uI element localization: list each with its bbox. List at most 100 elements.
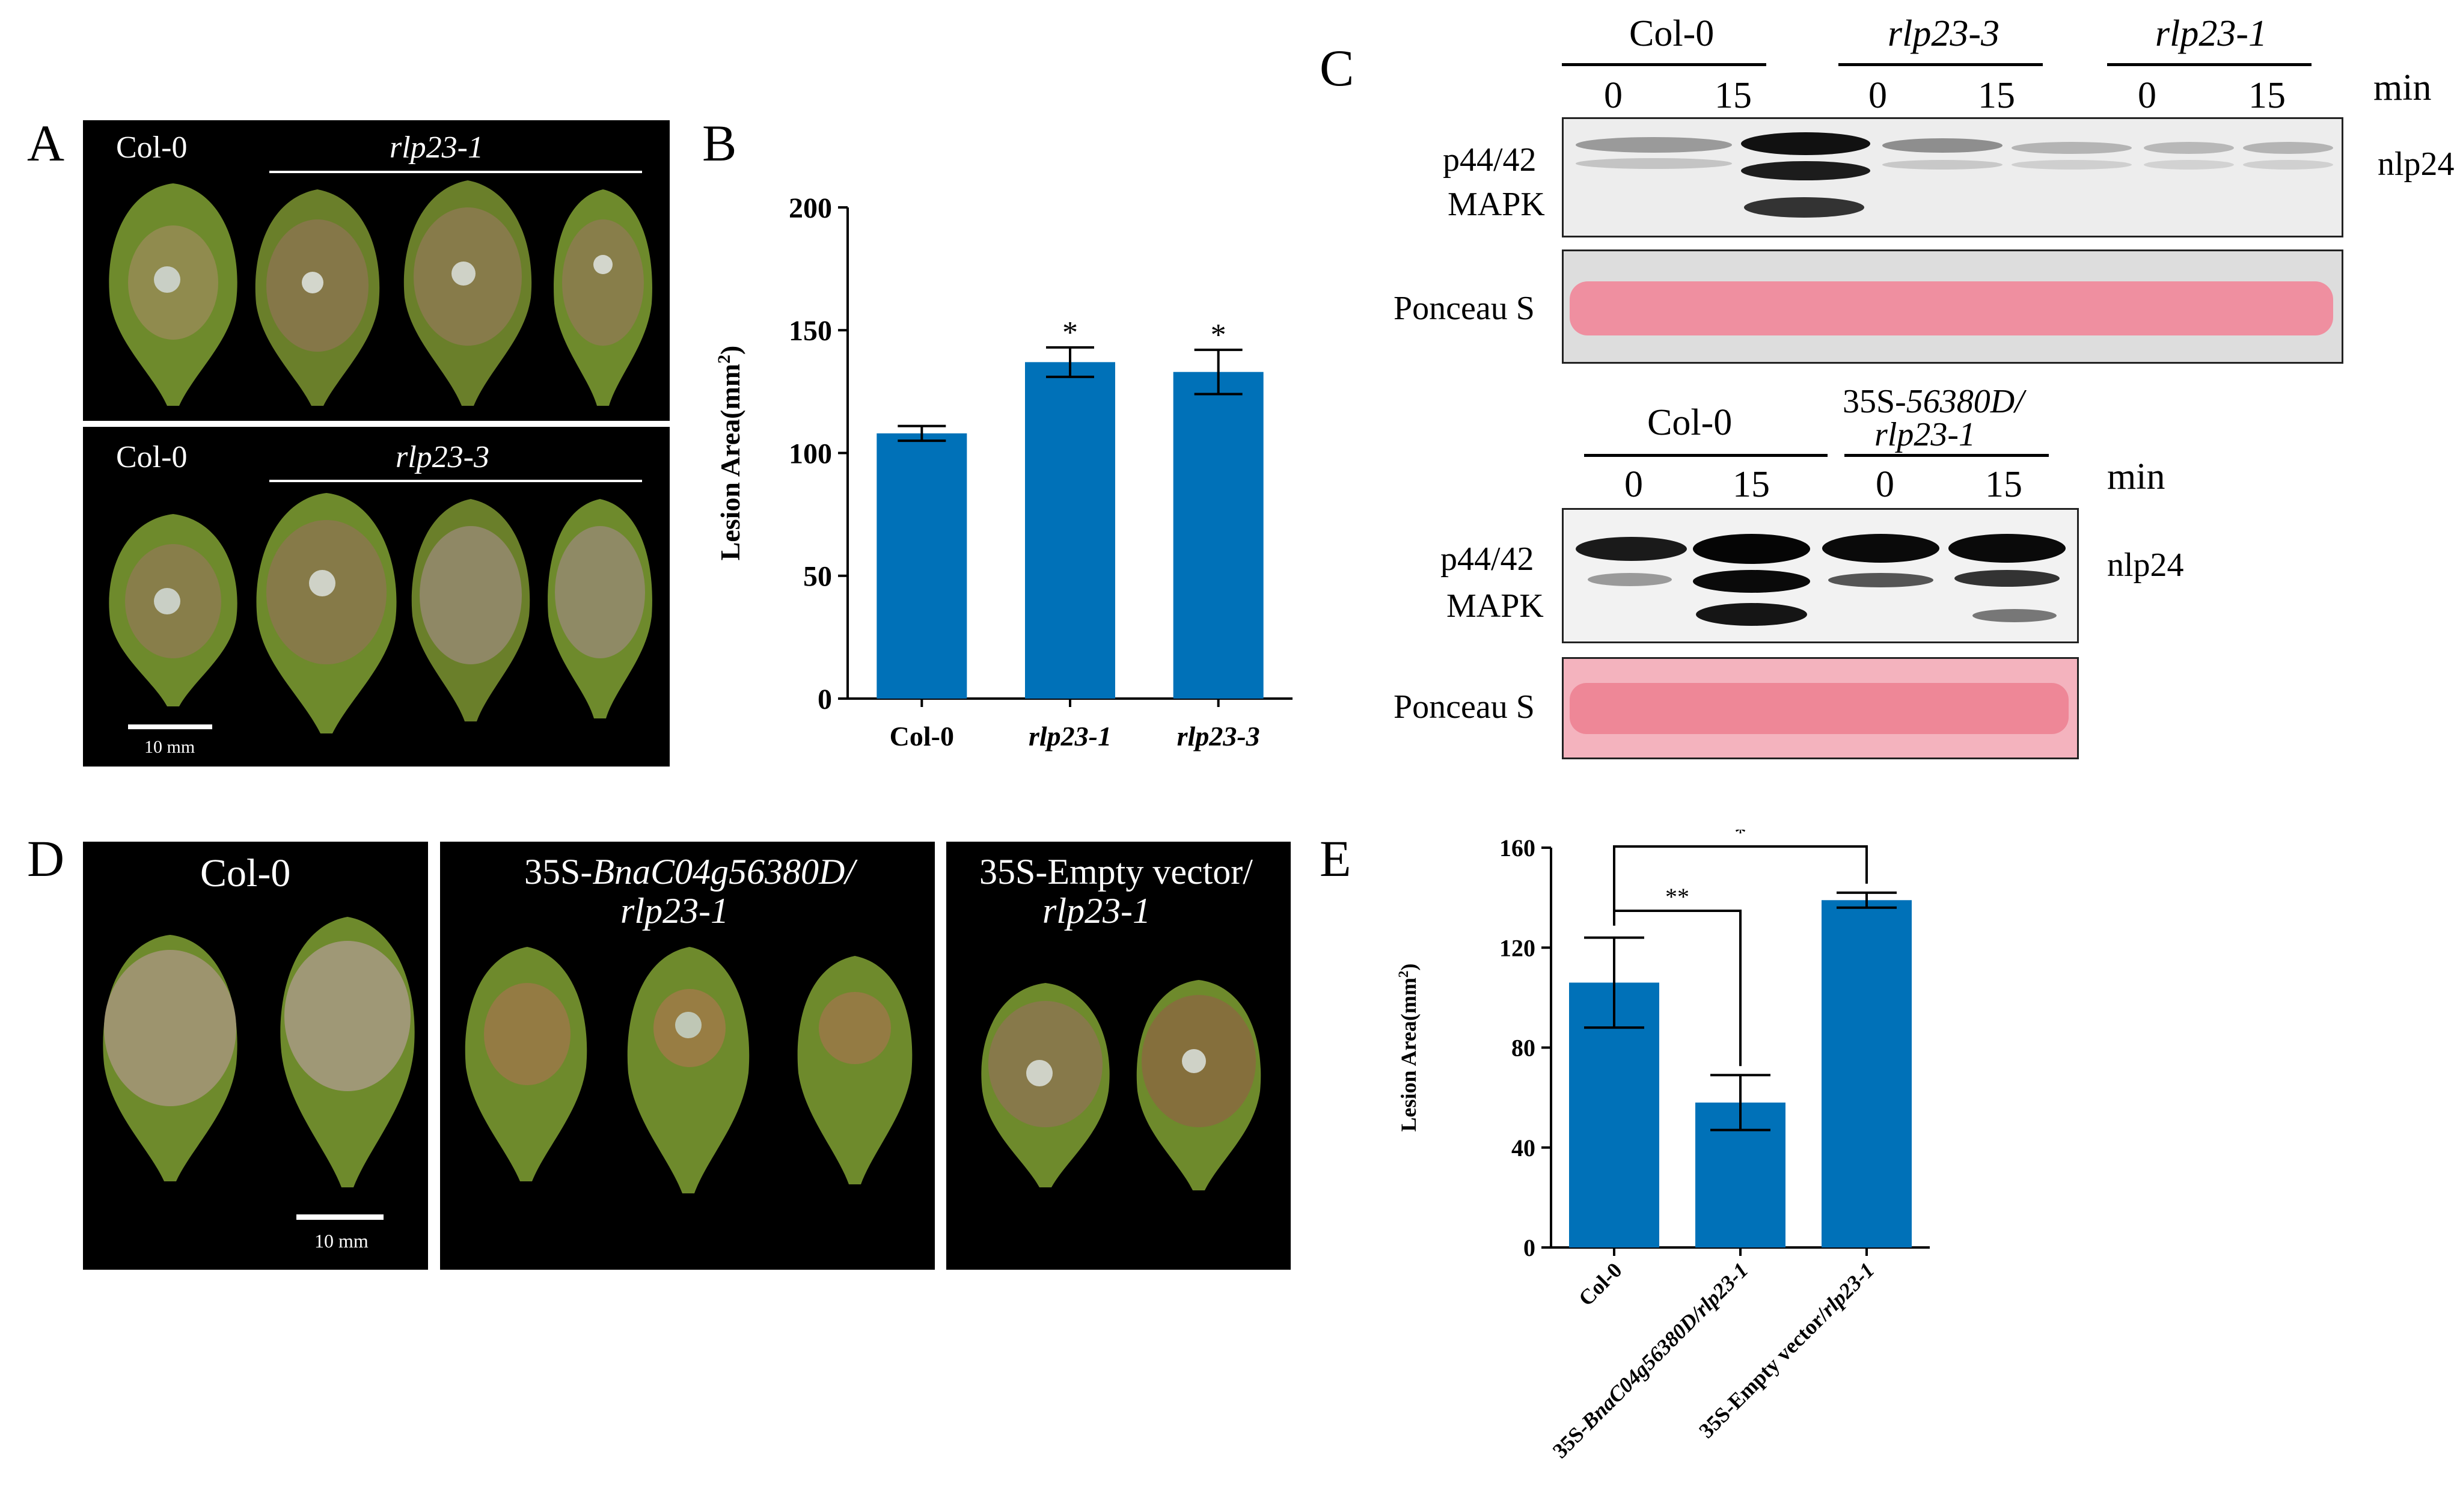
leaf-image [109, 514, 237, 706]
blot-band [1882, 160, 2003, 170]
blot1-group-label: rlp23-3 [1888, 13, 1999, 54]
panel-a-top-mutant-line [269, 171, 642, 173]
significance-label: * [1211, 318, 1226, 352]
panel-a-top-mutant-label: rlp23-1 [390, 130, 483, 165]
leaf-image [548, 499, 652, 718]
chart-b: 0 50 100 150 200 Lesion Area(mm2) Col-0 * rlp23-… [714, 192, 1293, 751]
leaf-image [403, 180, 532, 406]
blot1-unit-label: min [2373, 67, 2432, 108]
blot1-time-label: 15 [1978, 75, 2015, 116]
blot2-treatment-label: nlp24 [2107, 546, 2184, 584]
leaf-image [465, 947, 587, 1181]
ponceau-band [1570, 683, 2069, 734]
leaf-image [280, 917, 415, 1187]
panel-d-photo-col0: Col-0 10 mm [83, 842, 428, 1270]
blot-band [1744, 197, 1864, 218]
significance-label: * [1062, 316, 1078, 350]
panel-a-bottom-control-label: Col-0 [116, 440, 188, 474]
y-tick-label: 100 [789, 438, 832, 470]
blot-band [2012, 160, 2132, 170]
panel-d-photo-complement: 35S-BnaC04g56380D/ rlp23-1 [440, 842, 935, 1270]
panel-d-photo2-label-line2: rlp23-1 [620, 891, 729, 931]
blot1-time-label: 15 [1715, 75, 1752, 116]
panel-a-top-control-label: Col-0 [116, 130, 188, 165]
blot-band [2144, 160, 2234, 170]
blot-band [1696, 603, 1807, 626]
blot2-band-label: MAPK [1446, 587, 1544, 625]
x-tick-label: Col-0 [1574, 1258, 1627, 1311]
scale-bar-label: 10 mm [144, 737, 195, 757]
blot1-group-line [2107, 63, 2312, 66]
leaf-image [981, 983, 1110, 1187]
x-tick-label: rlp23-1 [1029, 721, 1112, 751]
y-axis-label: Lesion Area(mm2) [714, 346, 746, 561]
blot1-group-line [1562, 63, 1766, 66]
blot-band [2144, 142, 2234, 154]
comparison-label: * [1734, 830, 1746, 846]
bar [877, 433, 967, 699]
blot2-time-label: 15 [1985, 464, 2022, 505]
y-tick-label: 150 [789, 315, 832, 347]
blot1-group-line [1838, 63, 2043, 66]
blot1-group-label: Col-0 [1629, 13, 1715, 54]
blot2-loading-label: Ponceau S [1394, 688, 1535, 726]
leaf-image [255, 189, 380, 406]
leaf-image [109, 183, 237, 406]
blot-band [1741, 132, 1870, 155]
blot-band [1948, 534, 2066, 563]
blot2-group-line [1844, 454, 2049, 457]
ponceau-stain-1 [1562, 249, 2343, 364]
blot2-group-label: Col-0 [1647, 402, 1733, 443]
blot2-group-label-line1: 35S-56380D/ [1843, 385, 2024, 418]
blot-band [1954, 570, 2060, 587]
blot2-group-prefix: 35S- [1843, 383, 1906, 420]
blot-band [1972, 609, 2057, 622]
panel-a-photo-bottom: Col-0 rlp23-3 10 mm [83, 427, 670, 767]
y-tick-label: 80 [1511, 1035, 1535, 1062]
panel-letter-e: E [1320, 830, 1351, 887]
panel-letter-a: A [27, 114, 65, 172]
bar [1025, 362, 1115, 699]
panel-a-photo-top: Col-0 rlp23-1 [83, 120, 670, 421]
y-tick-label: 0 [818, 684, 832, 715]
leaf-image [411, 499, 530, 721]
blot1-group-label: rlp23-1 [2155, 13, 2267, 54]
comparison-label: ** [1665, 883, 1689, 910]
panel-letter-d: D [27, 830, 65, 887]
blot1-time-label: 0 [2138, 75, 2156, 116]
blot1-treatment-label: nlp24 [2378, 145, 2455, 183]
blot1-loading-label: Ponceau S [1394, 290, 1535, 327]
blot-band [1693, 534, 1810, 564]
panel-d-photo2-label-line1: 35S-BnaC04g56380D/ [524, 854, 855, 890]
blot-band [1741, 161, 1870, 180]
photo2-label-italic: BnaC04g56380D/ [592, 852, 855, 892]
blot1-time-label: 0 [1868, 75, 1887, 116]
photo2-label-prefix: 35S- [524, 852, 593, 892]
blot-band [2243, 142, 2333, 154]
blot2-group-line [1584, 454, 1828, 457]
blot-band [1576, 537, 1687, 561]
blot1-band-label: p44/42 [1443, 141, 1537, 179]
y-tick-label: 120 [1499, 934, 1535, 961]
scale-bar [128, 724, 212, 729]
blot2-unit-label: min [2107, 456, 2165, 497]
leaf-image [627, 947, 750, 1193]
bar [1822, 900, 1912, 1247]
leaf-image [103, 935, 237, 1181]
x-tick-label: Col-0 [890, 721, 954, 751]
blot1-band-label: MAPK [1448, 186, 1545, 223]
blot2-time-label: 0 [1876, 464, 1894, 505]
y-tick-label: 0 [1523, 1234, 1535, 1261]
blot2-time-label: 15 [1733, 464, 1770, 505]
western-blot-1 [1562, 117, 2343, 237]
panel-letter-b: B [702, 114, 737, 172]
panel-letter-c: C [1320, 39, 1354, 97]
scale-bar [296, 1214, 384, 1220]
y-tick-label: 40 [1511, 1134, 1535, 1162]
blot-band [1576, 137, 1732, 153]
blot2-time-label: 0 [1624, 464, 1643, 505]
blot-band [1576, 158, 1732, 169]
panel-d-photo3-label-line1: 35S-Empty vector/ [979, 852, 1253, 892]
blot2-band-label: p44/42 [1440, 540, 1534, 578]
